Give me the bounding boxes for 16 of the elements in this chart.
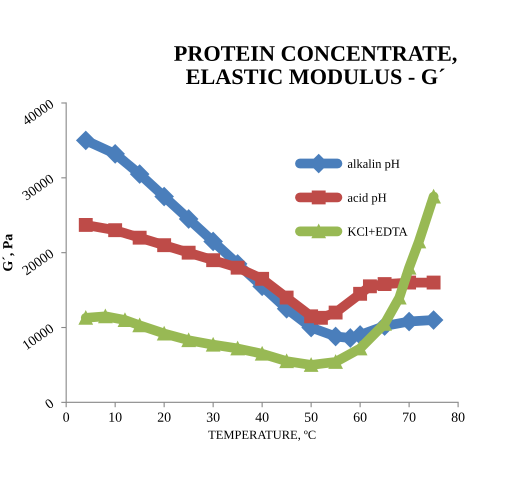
x-tick-label: 10 bbox=[109, 412, 122, 422]
legend-label: KCl+EDTA bbox=[348, 227, 408, 236]
x-tick-label: 30 bbox=[206, 412, 220, 422]
x-tick-label: 50 bbox=[304, 412, 318, 422]
y-axis-title: G´, Pa bbox=[2, 234, 14, 271]
x-axis-title: TEMPERATURE, ºC bbox=[208, 430, 316, 441]
legend-label: acid pH bbox=[348, 193, 386, 204]
y-tick-label: 0 bbox=[44, 398, 54, 410]
x-tick-label: 40 bbox=[255, 412, 269, 422]
x-tick-label: 80 bbox=[452, 412, 465, 422]
chart-title: PROTEIN CONCENTRATE, ELASTIC MODULUS - G´ bbox=[174, 46, 457, 84]
legend-label: alkalin pH bbox=[348, 159, 400, 171]
x-tick-label: 70 bbox=[403, 412, 416, 422]
x-tick-label: 20 bbox=[158, 412, 171, 422]
x-tick-label: 60 bbox=[354, 412, 367, 422]
x-tick-label: 0 bbox=[63, 412, 70, 422]
